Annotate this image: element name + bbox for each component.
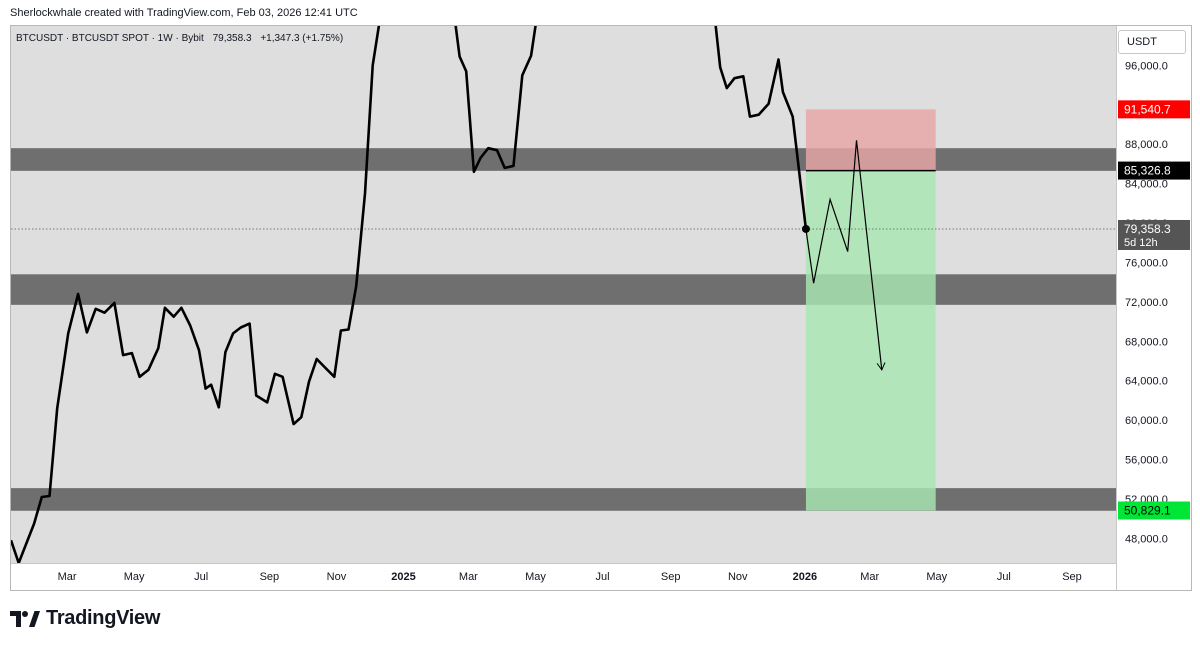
time-tick-label: Mar [860,571,879,583]
entry-price-tag: 85,326.8 [1124,164,1171,178]
countdown-tag: 5d 12h [1124,237,1158,249]
price-tick-label: 72,000.0 [1125,297,1168,309]
price-change: +1,347.3 (+1.75%) [260,33,344,44]
time-tick-label: Nov [327,571,347,583]
time-tick-label: May [124,571,145,583]
price-tick-label: 64,000.0 [1125,376,1168,388]
last-price-tag: 79,358.3 [1124,222,1171,236]
plot-layer [11,26,1116,563]
time-tick-label: Jul [194,571,208,583]
support-resistance-zone [11,274,1116,305]
tradingview-logo-text: TradingView [46,607,161,629]
time-tick-label: 2026 [793,571,817,583]
time-tick-label: 2025 [391,571,415,583]
symbol-info: BTCUSDT · BTCUSDT SPOT · 1W · Bybit [16,33,204,44]
price-tick-label: 96,000.0 [1125,60,1168,72]
time-tick-label: Sep [661,571,681,583]
last-price-dot [801,224,810,233]
symbol-legend: BTCUSDT · BTCUSDT SPOT · 1W · Bybit 79,3… [16,33,349,44]
price-line [11,26,808,563]
time-tick-label: May [525,571,546,583]
last-price: 79,358.3 [212,33,252,44]
time-tick-label: Nov [728,571,748,583]
support-resistance-zone [11,148,1116,171]
price-tick-label: 60,000.0 [1125,415,1168,427]
reward-zone [805,170,936,511]
risk-zone [805,109,936,171]
projection-path [805,140,886,371]
time-axis-area [11,563,1116,590]
time-tick-label: Jul [997,571,1011,583]
entry-price-tag-background [1118,161,1190,180]
time-tick-label: Sep [260,571,280,583]
tradingview-logo-icon [10,610,40,627]
last-price-tag-background [1118,219,1190,250]
target-price-tag: 50,829.1 [1124,503,1171,517]
time-tick-label: Mar [58,571,77,583]
support-resistance-zone [11,488,1116,511]
stop-price-tag: 91,540.7 [1124,102,1171,116]
target-price-tag-background [1118,501,1190,520]
currency-button[interactable]: USDT [1118,30,1186,54]
tradingview-logo: TradingView [10,607,160,630]
price-tick-label: 84,000.0 [1125,179,1168,191]
time-tick-label: May [926,571,947,583]
price-tick-label: 76,000.0 [1125,257,1168,269]
price-tick-label: 48,000.0 [1125,533,1168,545]
price-tick-label: 56,000.0 [1125,455,1168,467]
stop-price-tag-background [1118,100,1190,119]
time-tick-label: Mar [459,571,478,583]
chart-caption: Sherlockwhale created with TradingView.c… [10,7,358,19]
price-tick-label: 68,000.0 [1125,336,1168,348]
time-tick-label: Sep [1062,571,1082,583]
time-tick-label: Jul [596,571,610,583]
price-tick-label: 88,000.0 [1125,139,1168,151]
